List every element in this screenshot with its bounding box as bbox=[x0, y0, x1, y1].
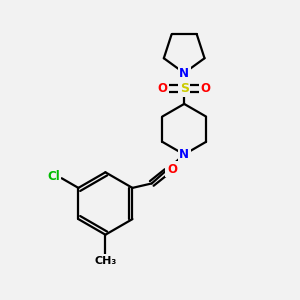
Text: CH₃: CH₃ bbox=[94, 256, 116, 266]
Text: S: S bbox=[180, 82, 189, 95]
Text: O: O bbox=[201, 82, 211, 95]
Text: N: N bbox=[179, 67, 189, 80]
Text: N: N bbox=[179, 148, 189, 161]
Text: O: O bbox=[167, 163, 177, 176]
Text: N: N bbox=[179, 148, 189, 162]
Text: Cl: Cl bbox=[47, 170, 60, 183]
Text: N: N bbox=[179, 67, 189, 80]
Text: O: O bbox=[158, 82, 168, 95]
